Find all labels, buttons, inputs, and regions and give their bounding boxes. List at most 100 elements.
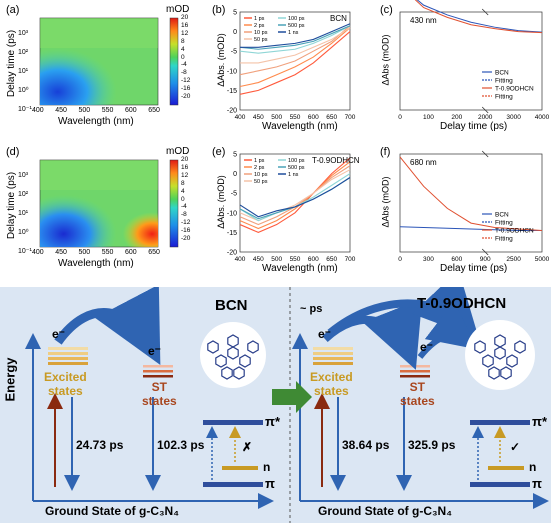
plot-frame	[399, 11, 543, 111]
x-tick-label: 900	[480, 256, 491, 263]
legend-label: 100 ps	[288, 158, 305, 164]
legend-label: 500 ps	[288, 165, 305, 171]
series-line-1ns	[239, 177, 351, 218]
x-tick-label: 4000	[535, 114, 550, 121]
right-st-label: ST states	[400, 380, 435, 408]
x-tick-label: 300	[423, 256, 434, 263]
panel-f-xlabel: Delay time (ps)	[440, 263, 508, 274]
x-tick-label: 600	[308, 256, 319, 263]
left-t2: 102.3 ps	[157, 438, 205, 452]
legend-label: 1 ns	[288, 172, 299, 178]
x-tick-label: 700	[345, 114, 356, 121]
legend-label: 100 ps	[288, 16, 305, 22]
panel-d-heatmap	[39, 159, 179, 248]
tick-label: 600	[125, 107, 137, 114]
tick-label: 600	[125, 249, 137, 256]
tick-label: 10⁻¹	[18, 106, 32, 113]
x-tick-label: 0	[398, 114, 402, 121]
ring	[506, 354, 518, 368]
legend-label: 1 ns	[288, 30, 299, 36]
y-tick-label: -5	[231, 49, 237, 56]
left-excited-bars	[48, 347, 88, 365]
ring	[207, 340, 219, 354]
panel-f-ylabel: ΔAbs (mOD)	[380, 176, 391, 228]
left-st-bars	[143, 365, 173, 378]
panel-a-heatmap	[39, 17, 179, 106]
left-pistar-label: π*	[265, 414, 281, 429]
right-pistar-bar	[470, 420, 530, 425]
panel-a-xlabel: Wavelength (nm)	[58, 116, 134, 127]
panel-a-yticks: 10³ 10² 10¹ 10⁰ 10⁻¹	[18, 24, 32, 119]
tick-label: 10⁰	[18, 229, 29, 236]
panel-c-ylabel: ΔAbs (mOD)	[380, 34, 391, 86]
tick-label: 8	[181, 179, 185, 187]
ring	[215, 354, 227, 368]
energy-axis-label: Energy	[2, 357, 18, 402]
right-ground-label: Ground State of g-C₃N₄	[318, 504, 452, 518]
panel-d-cbar-ticks: 20 16 12 8 4 0 -4 -8 -12 -16 -20	[181, 156, 190, 243]
series-line-1ns	[240, 23, 351, 48]
mechanism-diagram-art	[25, 287, 549, 523]
right-pi-bar	[470, 482, 530, 487]
left-title: BCN	[215, 297, 248, 314]
series-line-50ps	[240, 27, 351, 64]
left-pi-label: π	[265, 476, 275, 491]
x-tick-label: 650	[326, 114, 337, 121]
panel-d-ylabel: Delay time (ps)	[6, 171, 18, 240]
ring	[221, 366, 233, 380]
series-line-500ps	[239, 25, 351, 50]
x-tick-label: 650	[326, 256, 337, 263]
panel-a-ylabel: Delay time (ps)	[6, 29, 18, 98]
y-tick-label: -5	[231, 191, 237, 198]
panel-d-colorbar	[169, 159, 179, 248]
panel-e-label: (e)	[212, 146, 226, 158]
x-tick-label: 100	[423, 114, 434, 121]
legend-label: 50 ps	[254, 179, 268, 185]
series-line-T-0.9ODHCN	[414, 0, 543, 34]
series-line-10ps	[239, 25, 351, 76]
right-t2: 325.9 ps	[408, 438, 456, 452]
left-transfer-arrow	[54, 287, 161, 365]
y-tick-label: -15	[227, 88, 237, 95]
panel-e-tag: T-0.9ODHCN	[312, 156, 360, 165]
legend-label: Fitting	[495, 94, 513, 101]
panel-c-label: (c)	[380, 4, 393, 16]
legend-label: T-0.9ODHCN	[495, 228, 534, 235]
tick-label: 400	[32, 107, 44, 114]
panel-e-ylabel: ΔAbs. (mOD)	[215, 175, 226, 229]
right-st-bars	[400, 365, 430, 378]
right-molecule	[465, 320, 535, 390]
tick-label: 10³	[18, 172, 29, 179]
panel-f-tag: 680 nm	[410, 158, 437, 167]
ring	[488, 366, 500, 380]
panel-d-yticks: 10³ 10² 10¹ 10⁰ 10⁻¹	[18, 166, 32, 261]
tick-label: 10¹	[18, 68, 29, 75]
x-tick-label: 550	[290, 256, 301, 263]
panel-d-cbar-title: mOD	[166, 146, 190, 157]
ring	[239, 354, 251, 368]
left-e-label-2: e⁻	[148, 344, 162, 358]
legend-label: Fitting	[495, 78, 513, 85]
panel-a-xticks: 400 450 500 550 600 650	[32, 107, 160, 114]
panel-c-tag: 430 nm	[410, 16, 437, 25]
tick-label: -4	[181, 61, 187, 69]
x-tick-label: 700	[345, 256, 356, 263]
x-tick-label: 400	[235, 114, 246, 121]
ring	[482, 354, 494, 368]
tick-label: 10¹	[18, 210, 29, 217]
legend-label: T-0.9ODHCN	[495, 86, 534, 93]
series-line-1ps	[239, 31, 351, 95]
left-molecule	[200, 322, 266, 388]
series-line-T-0.9ODHCN	[399, 156, 543, 231]
x-tick-label: 450	[253, 114, 264, 121]
right-t1: 38.64 ps	[342, 438, 390, 452]
panel-a-colorbar	[169, 17, 179, 106]
tick-label: 10³	[18, 30, 29, 37]
y-tick-label: -10	[227, 210, 237, 217]
right-prefix: ~ ps	[300, 303, 323, 315]
tick-label: -8	[181, 211, 187, 219]
y-tick-label: 0	[233, 29, 237, 36]
x-tick-label: 2500	[506, 256, 521, 263]
